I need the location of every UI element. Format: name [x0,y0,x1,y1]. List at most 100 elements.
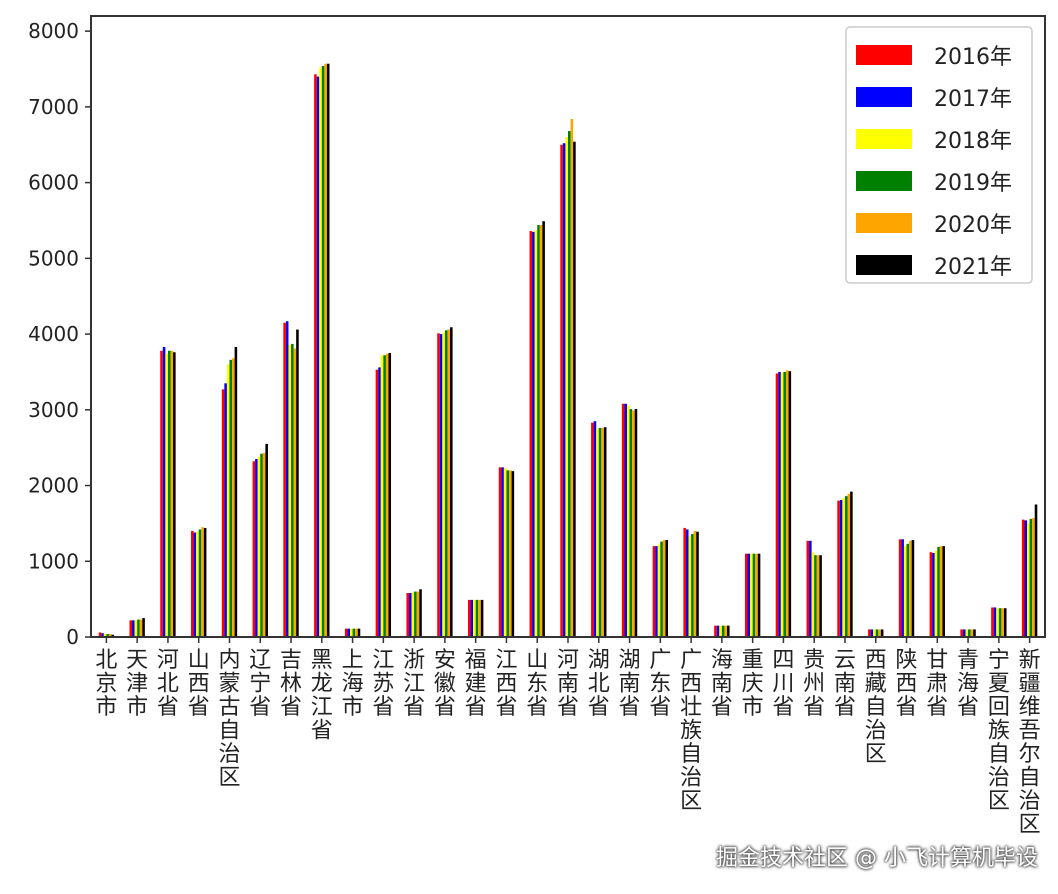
y-tick-label: 7000 [28,95,79,119]
bar [724,625,727,637]
x-tick-char: 壮 [680,695,702,720]
bar [506,470,510,637]
bar [875,629,879,637]
x-tick-char: 北 [95,648,117,673]
x-tick-label: 山东省 [526,648,548,720]
bar [721,625,725,637]
bar [129,620,133,637]
x-tick-char: 市 [742,695,764,720]
x-tick-char: 区 [988,789,1010,814]
x-tick-label: 福建省 [465,648,487,720]
x-tick-char: 省 [834,695,856,720]
x-tick-char: 省 [526,695,548,720]
x-tick-char: 吉 [280,648,302,673]
x-tick-label: 湖南省 [619,648,641,720]
bar [319,67,322,637]
bar [565,137,568,638]
x-tick-label: 青海省 [957,648,979,720]
bar [542,221,545,638]
bar [970,629,974,637]
x-tick-label: 云南省 [834,648,856,720]
bar [232,358,235,637]
bar [288,344,292,637]
bar [868,629,871,637]
bar [870,629,874,637]
bar [629,409,633,637]
bar [198,529,202,637]
y-tick-label: 0 [66,625,79,649]
x-tick-char: 回 [988,695,1010,720]
x-tick-char: 蒙 [218,672,240,697]
x-tick-label: 天津市 [126,648,148,720]
bar [137,619,140,637]
bar [662,540,666,637]
x-tick-char: 西 [495,672,517,697]
bar [108,633,112,637]
x-tick-char: 庆 [742,672,764,697]
x-tick-char: 苏 [372,672,394,697]
bar [688,536,692,637]
x-tick-char: 省 [280,695,302,720]
bar [873,629,876,637]
bar [532,231,535,637]
watermark: 掘金技术社区 @ 小飞计算机毕设 [716,846,1038,871]
bar [439,334,443,637]
bar [593,421,597,637]
x-tick-char: 贵 [803,648,825,673]
x-tick-char: 建 [465,672,487,697]
bar [196,531,199,637]
x-tick-char: 福 [465,648,487,673]
bar [685,529,689,637]
bar [265,443,268,637]
bar [811,552,815,637]
x-tick-char: 西 [896,672,918,697]
bar [291,343,294,637]
bar [98,632,102,637]
x-tick-char: 湖 [619,648,641,673]
bar [568,131,571,638]
x-tick-char: 省 [495,695,517,720]
bar [839,499,843,637]
x-tick-char: 新 [1019,648,1041,673]
x-tick-label: 四川省 [772,648,794,720]
x-tick-char: 内 [218,648,240,673]
bar [596,428,599,637]
x-tick-label: 陕西省 [896,648,918,720]
bar [783,371,786,637]
bar [467,599,471,637]
x-tick-char: 省 [803,695,825,720]
x-tick-char: 津 [126,672,148,697]
bar [621,403,625,637]
bar [850,491,853,637]
bar [1021,519,1025,637]
x-tick-char: 省 [372,695,394,720]
x-tick-char: 省 [926,695,948,720]
bar [201,527,204,637]
bar [350,628,353,637]
bar [111,634,115,637]
x-tick-char: 治 [865,719,887,744]
legend-swatch [856,255,912,275]
bar [442,332,445,637]
bar [634,409,638,637]
bar [932,552,935,637]
x-tick-label: 吉林省 [280,648,302,720]
bar [293,348,297,637]
y-tick-label: 4000 [28,322,79,346]
bar [968,629,971,637]
bar [1001,608,1004,637]
x-tick-char: 南 [619,672,641,697]
bar [652,546,656,637]
bar [1024,520,1028,637]
bar [716,625,720,637]
bar [570,119,574,637]
bar [603,427,607,637]
x-tick-label: 河北省 [157,648,179,720]
x-tick-char: 广 [680,648,702,673]
x-tick-label: 山西省 [188,648,210,720]
x-tick-char: 徽 [434,672,456,697]
bar [509,470,512,637]
x-tick-char: 山 [526,648,548,673]
bar [132,620,135,637]
